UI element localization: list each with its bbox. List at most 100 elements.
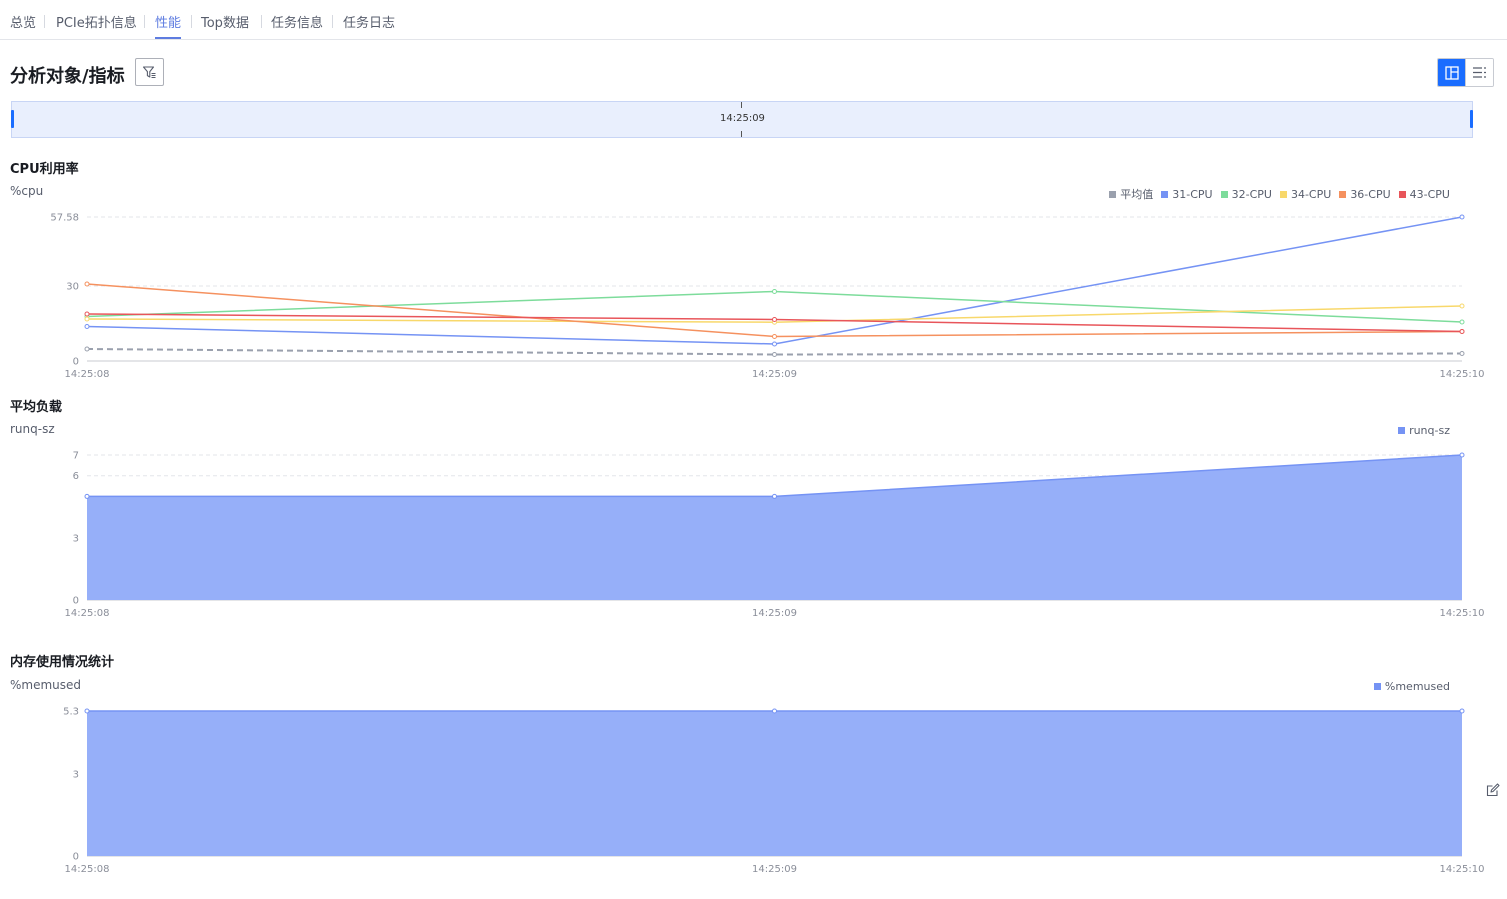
data-point[interactable] [84, 316, 90, 322]
data-point[interactable] [772, 316, 777, 322]
list-view-icon [1473, 67, 1487, 78]
memory-chart-unit: %memused [10, 678, 82, 692]
legend-item[interactable]: 31-CPU [1161, 187, 1213, 201]
y-tick-label: 5.3 [63, 707, 79, 718]
legend-item[interactable]: 43-CPU [1398, 187, 1450, 201]
data-point[interactable] [84, 708, 90, 714]
data-point[interactable] [772, 341, 777, 347]
data-point[interactable] [772, 288, 777, 294]
y-tick-label: 57.58 [50, 213, 79, 224]
data-point[interactable] [1459, 350, 1465, 356]
y-tick-label: 7 [73, 451, 79, 462]
series-line-31-CPU[interactable] [86, 216, 1463, 345]
legend-swatch [1109, 190, 1117, 198]
slider-time-label: 14:25:09 [720, 113, 765, 124]
data-point[interactable] [84, 311, 90, 317]
data-point[interactable] [1459, 319, 1465, 325]
card-view-icon [1445, 65, 1459, 80]
memory-chart-title: 内存使用情况统计 [10, 655, 115, 670]
x-tick-label: 14:25:10 [1440, 369, 1485, 380]
cpu-utilization-chart: 57.58 30 014:25:08 14:25:09 14:25:10 [50, 213, 1485, 381]
tab-pcie-topology[interactable]: PCIe拓扑信息 [56, 16, 137, 31]
data-point[interactable] [84, 493, 90, 499]
legend-label: %memused [1384, 680, 1450, 693]
x-tick-label: 14:25:08 [65, 608, 110, 619]
data-point[interactable] [84, 323, 90, 329]
time-range-slider[interactable]: 14:25:09 [11, 101, 1473, 138]
x-tick-label: 14:25:08 [65, 864, 110, 875]
x-tick-label: 14:25:09 [752, 864, 797, 875]
legend-swatch [1398, 190, 1406, 198]
data-point[interactable] [772, 493, 777, 499]
x-tick-label: 14:25:09 [752, 369, 797, 380]
slider-tick [741, 102, 742, 108]
edit-icon[interactable] [1486, 783, 1500, 797]
view-toggle [1437, 58, 1494, 87]
data-point[interactable] [84, 281, 90, 287]
tab-separator [332, 15, 333, 28]
x-tick-label: 14:25:10 [1440, 608, 1485, 619]
slider-end-handle[interactable] [1470, 110, 1473, 128]
tab-task-info[interactable]: 任务信息 [271, 16, 324, 31]
memory-usage-chart: 5.3 3 014:25:08 14:25:09 14:25:10 [63, 707, 1485, 876]
x-tick-label: 14:25:08 [65, 369, 110, 380]
legend-item[interactable]: 34-CPU [1279, 187, 1332, 201]
legend-swatch [1398, 427, 1406, 434]
data-point[interactable] [1459, 214, 1465, 220]
series-line-平均值[interactable] [86, 347, 1463, 356]
legend-label: 34-CPU [1290, 187, 1332, 201]
slider-start-handle[interactable] [11, 110, 14, 128]
load-chart-title: 平均负载 [10, 400, 63, 415]
legend-label: 31-CPU [1172, 187, 1213, 201]
legend-item[interactable]: 平均值 [1109, 186, 1153, 202]
x-tick-label: 14:25:09 [752, 608, 797, 619]
x-tick-label: 14:25:10 [1440, 864, 1485, 875]
average-load-chart: 7 6 3 014:25:08 14:25:09 14:25:10 [65, 451, 1485, 620]
data-point[interactable] [1459, 708, 1465, 714]
y-tick-label: 0 [73, 852, 79, 863]
tab-bar: 总览 PCIe拓扑信息 性能 Top数据 任务信息 任务日志 [0, 0, 1507, 40]
data-point[interactable] [772, 333, 777, 339]
filter-icon [142, 65, 156, 78]
data-point[interactable] [1459, 328, 1465, 334]
data-point[interactable] [772, 351, 777, 357]
card-view-button[interactable] [1438, 59, 1466, 86]
cpu-chart-legend: 平均值 31-CPU 32-CPU 34-CPU 36-CPU 43-CPU [1109, 186, 1450, 202]
y-tick-label: 3 [73, 769, 79, 780]
area-fill-runq-sz [87, 455, 1462, 600]
cpu-chart-unit: %cpu [10, 184, 44, 198]
list-view-button[interactable] [1465, 59, 1493, 86]
tab-overview[interactable]: 总览 [10, 16, 37, 31]
legend-label: 平均值 [1120, 188, 1154, 201]
tab-separator [191, 15, 192, 28]
y-tick-label: 0 [73, 357, 79, 368]
legend-label: runq-sz [1409, 424, 1450, 437]
legend-label: 32-CPU [1231, 187, 1272, 201]
load-chart-unit: runq-sz [10, 422, 55, 436]
load-chart-legend: runq-sz [1398, 424, 1450, 437]
data-point[interactable] [84, 346, 90, 352]
data-point[interactable] [772, 708, 777, 714]
memory-chart-legend: %memused [1373, 680, 1450, 693]
legend-swatch [1161, 190, 1169, 198]
legend-item[interactable]: %memused [1373, 680, 1450, 693]
data-point[interactable] [1459, 303, 1465, 309]
legend-item[interactable]: 32-CPU [1220, 187, 1272, 201]
tab-separator [144, 15, 145, 28]
legend-swatch [1373, 683, 1381, 690]
page-title: 分析对象/指标 [10, 66, 125, 87]
data-point[interactable] [1459, 452, 1465, 458]
tab-task-log[interactable]: 任务日志 [343, 16, 396, 31]
active-tab-indicator [155, 37, 181, 39]
y-tick-label: 6 [73, 471, 79, 482]
filter-button[interactable] [135, 58, 164, 86]
tab-separator [44, 15, 45, 28]
legend-item[interactable]: 36-CPU [1339, 188, 1391, 201]
tab-top-data[interactable]: Top数据 [201, 16, 249, 31]
slider-tick [741, 131, 742, 137]
tab-performance[interactable]: 性能 [155, 16, 182, 31]
legend-swatch [1339, 190, 1347, 198]
y-tick-label: 0 [73, 596, 79, 607]
legend-label: 43-CPU [1409, 187, 1450, 201]
legend-item[interactable]: runq-sz [1398, 424, 1450, 437]
